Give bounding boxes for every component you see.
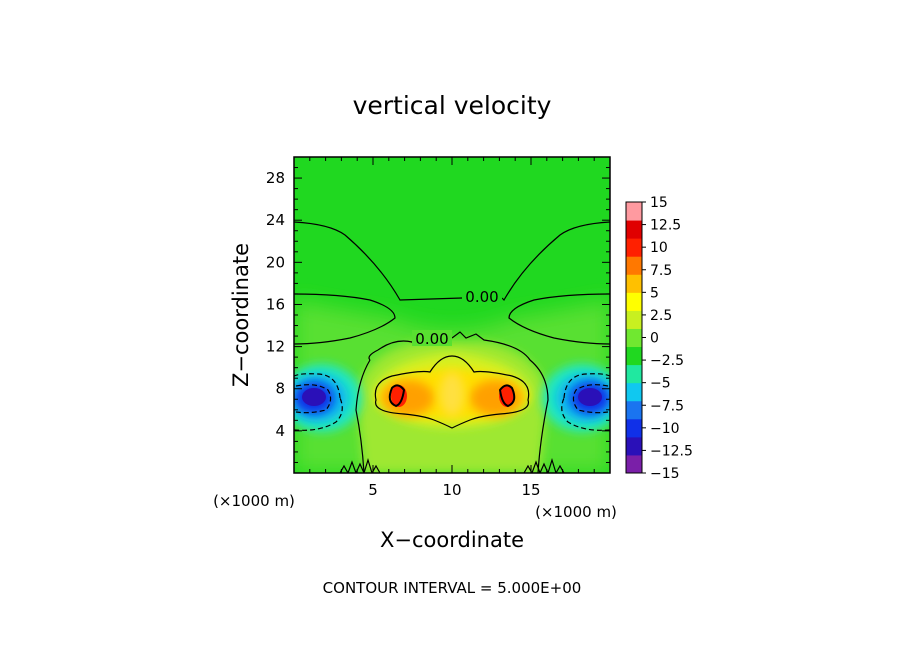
colorbar-tick-label: 12.5 <box>650 218 681 234</box>
colorbar-tick-label: 5 <box>650 285 659 301</box>
colorbar-tick-label: 10 <box>650 240 668 256</box>
colorbar-segment <box>626 274 642 293</box>
colorbar-segment <box>626 328 642 348</box>
colorbar-segment <box>626 346 642 366</box>
colorbar-tick-label: −15 <box>650 466 680 482</box>
contour-field <box>294 157 610 473</box>
colorbar-segment <box>626 220 642 239</box>
colorbar-tick-label: 2.5 <box>650 308 672 324</box>
colorbar-tick-label: −2.5 <box>650 353 684 369</box>
y-tick-label: 4 <box>275 422 285 440</box>
contour-label-lower: 0.00 <box>415 330 448 348</box>
x-tick-label: 15 <box>521 481 540 499</box>
x-axis-label: X−coordinate <box>380 528 524 552</box>
colorbar-segment <box>626 364 642 384</box>
x-unit-right: (×1000 m) <box>535 503 617 521</box>
colorbar-segment <box>626 382 642 402</box>
colorbar-tick-label: −5 <box>650 376 671 392</box>
colorbar-segment <box>626 436 642 456</box>
x-tick-label: 10 <box>442 481 461 499</box>
colorbar-tick-label: −7.5 <box>650 398 684 414</box>
y-tick-label: 12 <box>266 338 285 356</box>
colorbar-tick-label: −12.5 <box>650 443 693 459</box>
colorbar-segment <box>626 238 642 257</box>
contour-label-upper: 0.00 <box>465 288 498 306</box>
colorbar: 15 12.5 10 7.5 5 2.5 0 −2.5 −5 −7.5 −10 −12.5 −15 <box>625 195 693 482</box>
y-tick-label: 28 <box>266 169 285 187</box>
colorbar-tick-label: 15 <box>650 195 668 211</box>
colorbar-tick-label: −10 <box>650 421 680 437</box>
colorbar-segment <box>626 202 642 221</box>
y-tick-label: 24 <box>266 211 285 229</box>
chart-title: vertical velocity <box>353 91 552 120</box>
y-axis-label: Z−coordinate <box>229 243 253 387</box>
y-tick-label: 8 <box>275 380 285 398</box>
x-unit-left: (×1000 m) <box>213 492 295 510</box>
y-tick-label: 20 <box>266 253 285 271</box>
contour-interval-note: CONTOUR INTERVAL = 5.000E+00 <box>323 579 582 597</box>
axes: 5 10 15 4 8 12 16 20 24 28 <box>266 157 610 499</box>
colorbar-segment <box>626 400 642 420</box>
colorbar-segment <box>626 310 642 329</box>
colorbar-segment <box>626 292 642 311</box>
colorbar-segment <box>626 454 642 474</box>
y-tick-label: 16 <box>266 295 285 313</box>
x-tick-label: 5 <box>368 481 378 499</box>
colorbar-segment <box>626 256 642 275</box>
colorbar-tick-label: 7.5 <box>650 263 672 279</box>
colorbar-segment <box>626 418 642 438</box>
colorbar-tick-label: 0 <box>650 331 659 347</box>
